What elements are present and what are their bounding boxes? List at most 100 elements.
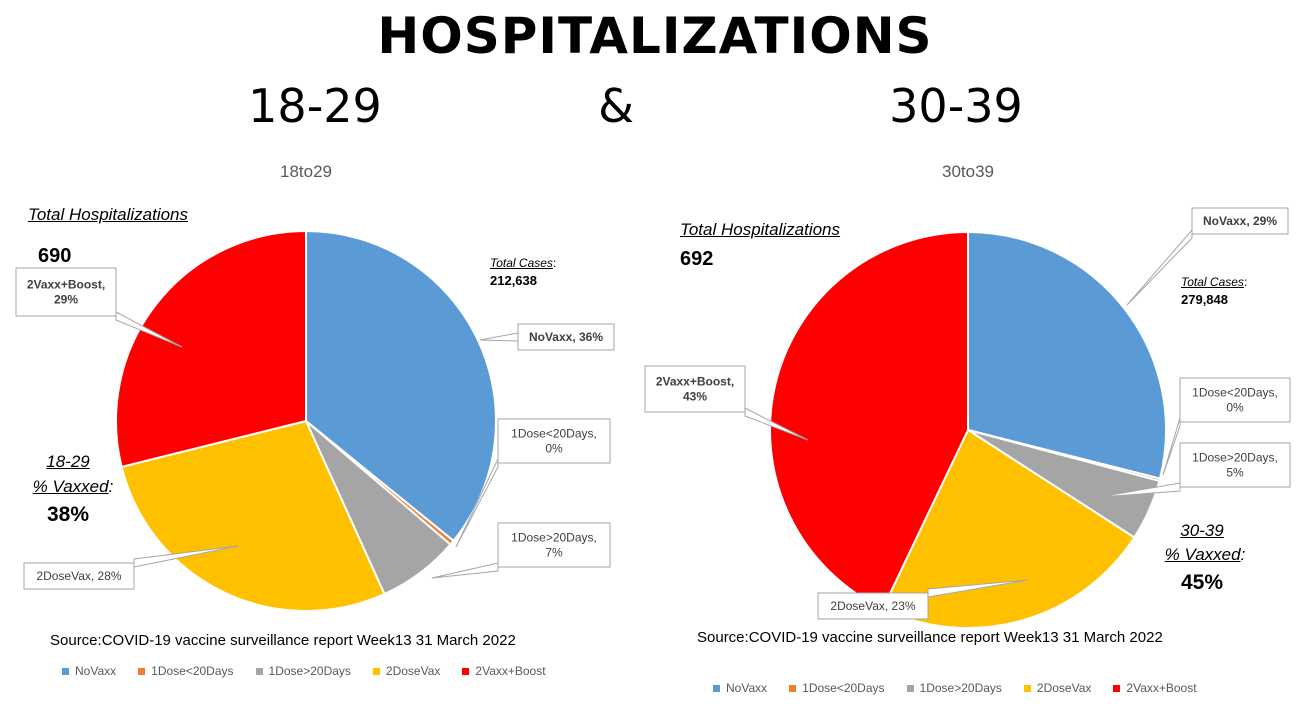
data-label-text: NoVaxx, 29%	[1203, 214, 1277, 228]
pie-30to39	[769, 230, 1167, 629]
right-age-heading: 30-39	[889, 79, 1023, 133]
data-label-leader	[479, 332, 519, 342]
right-total-label: Total Hospitalizations	[680, 220, 841, 239]
main-title: HOSPITALIZATIONS	[377, 7, 933, 65]
left-total-label: Total Hospitalizations	[28, 205, 189, 224]
left-cases-label: Total Cases	[490, 256, 553, 270]
legend-swatch	[789, 684, 797, 692]
data-label-box	[1191, 207, 1289, 235]
data-label: 1Dose<20Days, 0%	[1162, 377, 1291, 476]
legend-swatch	[462, 667, 470, 675]
legend-swatch	[713, 684, 720, 692]
data-label: 1Dose>20Days, 7%	[431, 522, 611, 579]
data-label-text: 2Vaxx+Boost, 43%	[656, 375, 734, 404]
right-vax-label: % Vaxxed:	[1150, 545, 1260, 565]
pie-18to29	[115, 229, 497, 612]
legend-label: 1Dose>20Days	[919, 681, 1002, 695]
legend-swatch	[62, 667, 69, 675]
legend-item: NoVaxx	[713, 681, 767, 695]
legend-swatch	[906, 684, 914, 692]
data-label: 2DoseVax, 28%	[23, 545, 239, 590]
left-chart-title: 18to29	[280, 162, 332, 181]
legend-item: 2Vaxx+Boost	[462, 664, 546, 678]
left-vax-colon: :	[108, 477, 114, 496]
data-label: 1Dose<20Days, 0%	[455, 418, 611, 548]
data-label-box	[1179, 377, 1291, 423]
legend-swatch	[372, 667, 380, 675]
data-label-box	[1179, 442, 1291, 488]
legend-label: 2DoseVax	[385, 664, 441, 678]
data-label-text: 2DoseVax, 28%	[36, 569, 121, 583]
left-total-cases: Total Cases: 212,638	[490, 254, 556, 290]
left-source: Source:COVID-19 vaccine surveillance rep…	[50, 632, 516, 649]
data-label-text: 1Dose<20Days, 0%	[511, 427, 597, 456]
legend-item: NoVaxx	[62, 664, 116, 678]
right-cases-value: 279,848	[1181, 292, 1228, 307]
legend-item: 2DoseVax	[1023, 681, 1092, 695]
right-cases-colon: :	[1243, 275, 1248, 289]
data-label-text: 1Dose>20Days, 5%	[1192, 451, 1278, 480]
legend-item: 1Dose<20Days	[138, 664, 234, 678]
left-vax-label-text: % Vaxxed	[32, 477, 109, 496]
right-vax-label-text: % Vaxxed	[1164, 545, 1241, 564]
legend-label: NoVaxx	[726, 681, 768, 695]
legend-swatch	[1113, 684, 1121, 692]
data-label-box	[817, 592, 929, 620]
right-chart-title: 30to39	[942, 162, 994, 181]
pie-slice-2Vaxx+Boost	[115, 229, 307, 469]
legend-label: NoVaxx	[75, 664, 117, 678]
pie-slice-2DoseVax	[881, 428, 1136, 629]
right-total-cases: Total Cases: 279,848	[1181, 273, 1247, 309]
data-label-box	[517, 323, 615, 351]
data-label-text: 1Dose<20Days, 0%	[1192, 386, 1278, 415]
data-label-leader	[1126, 228, 1193, 306]
legend-label: 1Dose<20Days	[802, 681, 885, 695]
right-vax-colon: :	[1240, 545, 1246, 564]
data-label-box	[497, 418, 611, 464]
legend-label: 1Dose>20Days	[268, 664, 351, 678]
left-total-value: 690	[38, 245, 72, 267]
legend-label: 1Dose<20Days	[151, 664, 234, 678]
data-label: 1Dose>20Days, 5%	[1099, 442, 1291, 498]
data-label-box	[23, 562, 135, 590]
data-label-text: 2DoseVax, 23%	[830, 599, 915, 613]
data-label: NoVaxx, 29%	[1126, 207, 1289, 306]
right-vax-value: 45%	[1180, 571, 1224, 594]
data-label-text: NoVaxx, 36%	[529, 330, 603, 344]
right-cases-label: Total Cases	[1181, 275, 1244, 289]
data-label-box	[644, 365, 746, 413]
legend-swatch	[1023, 684, 1031, 692]
data-label: 2Vaxx+Boost, 43%	[644, 365, 809, 441]
data-label: 2DoseVax, 23%	[817, 579, 1029, 620]
legend-item: 2DoseVax	[372, 664, 441, 678]
left-cases-value: 212,638	[490, 273, 537, 288]
data-label: 2Vaxx+Boost, 29%	[15, 267, 183, 348]
legend-label: 2Vaxx+Boost	[1126, 681, 1197, 695]
legend-swatch	[255, 667, 263, 675]
left-age-heading: 18-29	[248, 79, 382, 133]
legend-swatch	[138, 667, 146, 675]
legend-label: 2DoseVax	[1036, 681, 1092, 695]
pie-slice-2Vaxx+Boost	[769, 230, 969, 611]
data-label: NoVaxx, 36%	[479, 323, 615, 351]
legend-label: 2Vaxx+Boost	[475, 664, 546, 678]
right-total-value: 692	[680, 248, 714, 270]
right-legend: NoVaxx 1Dose<20Days 1Dose>20Days 2DoseVax 2V…	[713, 681, 1197, 695]
left-cases-colon: :	[552, 256, 557, 270]
right-vax-age: 30-39	[1180, 521, 1224, 540]
data-label-box	[15, 267, 117, 317]
right-source: Source:COVID-19 vaccine surveillance rep…	[697, 629, 1163, 646]
legend-item: 2Vaxx+Boost	[1113, 681, 1197, 695]
legend-item: 1Dose>20Days	[906, 681, 1002, 695]
left-vax-label: % Vaxxed:	[18, 477, 128, 497]
left-legend: NoVaxx 1Dose<20Days 1Dose>20Days 2DoseVax 2V…	[62, 664, 546, 678]
data-label-box	[497, 522, 611, 568]
left-vax-age: 18-29	[46, 452, 90, 471]
left-vax-value: 38%	[46, 503, 90, 526]
data-label-text: 1Dose>20Days, 7%	[511, 531, 597, 560]
data-label-text: 2Vaxx+Boost, 29%	[27, 278, 105, 307]
pie-slice-NoVaxx	[967, 230, 1167, 480]
legend-item: 1Dose<20Days	[789, 681, 885, 695]
pie-slice-2DoseVax	[120, 419, 386, 612]
